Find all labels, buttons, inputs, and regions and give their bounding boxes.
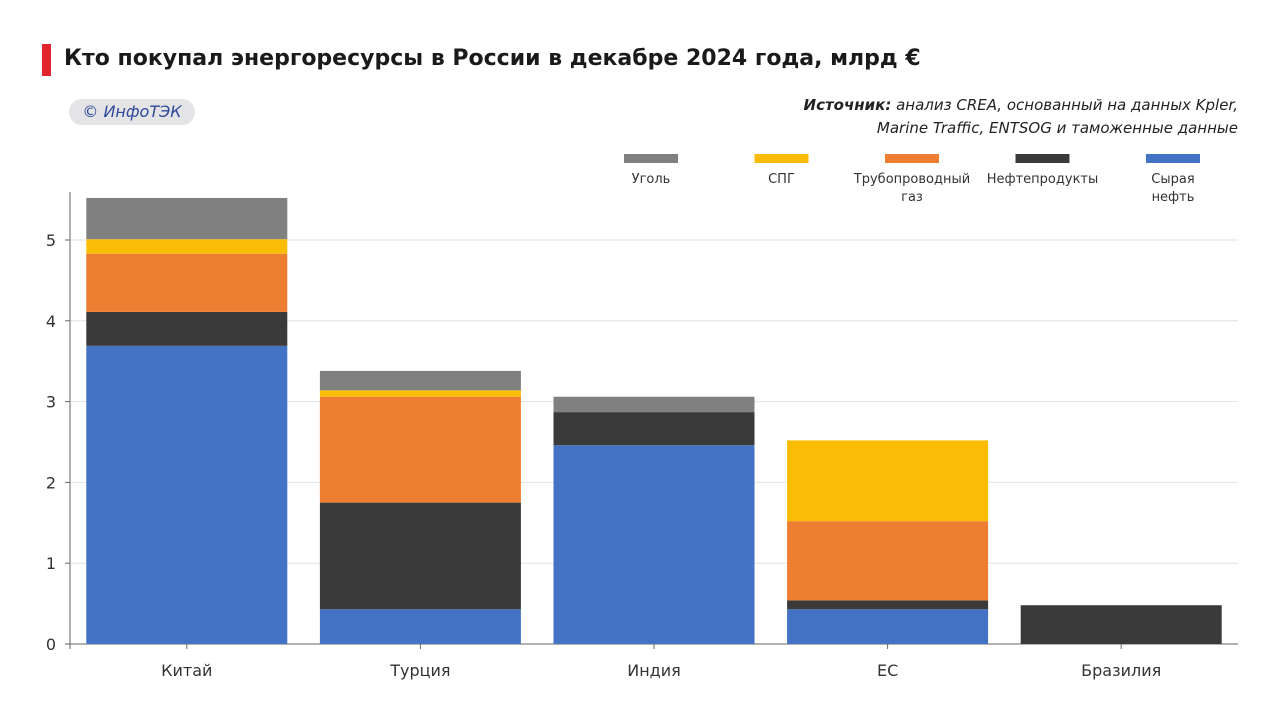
logo: © ИнфоТЭК [69,99,195,125]
bar-segment [86,239,288,254]
source-line-2: Marine Traffic, ENTSOG и таможенные данн… [876,119,1238,137]
bar-segment [553,445,755,644]
legend-swatch [1015,154,1070,163]
bar-segment [553,412,755,446]
legend-label: Нефтепродукты [987,172,1099,187]
legend-label: газ [901,190,923,205]
bar-segment [319,390,521,397]
x-tick-label: Бразилия [1081,661,1161,680]
legend-label: СПГ [768,172,795,187]
bar-segment [319,396,521,503]
bar-segment [787,521,989,601]
bar-segment [319,609,521,644]
y-tick-label: 1 [46,554,56,573]
legend-swatch [624,154,678,163]
x-tick-label: Китай [161,661,212,680]
legend-swatch [754,154,809,163]
bar-segment [787,440,989,522]
source-note: Источник: анализ CREA, основанный на дан… [804,94,1238,140]
bar-segment [553,396,755,413]
legend-label: Сырая [1151,172,1194,187]
legend-label: Трубопроводный [853,172,970,187]
y-tick-label: 3 [46,393,56,412]
legend-swatch [885,154,939,163]
legend-label: Уголь [632,172,671,187]
y-tick-label: 4 [46,312,56,331]
source-line-1: анализ CREA, основанный на данных Kpler, [891,96,1238,114]
source-label: Источник: [803,96,892,114]
x-tick-label: Индия [627,661,681,680]
legend-label: нефть [1152,190,1195,205]
legend-swatch [1146,154,1200,163]
bar-segment [86,345,288,644]
y-tick-label: 2 [46,473,56,492]
y-tick-label: 5 [46,231,56,250]
x-tick-label: ЕС [877,661,898,680]
bar-segment [1020,605,1222,644]
logo-text: ИнфоТЭК [103,102,182,121]
bar-segment [319,370,521,391]
bar-segment [787,609,989,644]
x-tick-label: Турция [389,661,450,680]
bar-segment [787,600,989,610]
title-accent [42,44,51,76]
y-tick-label: 0 [46,635,56,654]
bar-segment [86,197,288,240]
chart-title: Кто покупал энергоресурсы в России в дек… [64,46,921,71]
bar-segment [86,311,288,346]
bar-segment [319,502,521,610]
bar-segment [86,253,288,312]
